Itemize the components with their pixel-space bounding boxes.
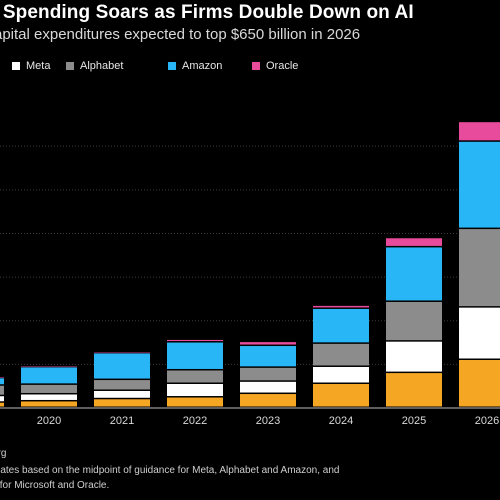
bar-segment-oracle-2019 [0, 377, 4, 378]
bar-segment-microsoft-2022 [167, 397, 223, 407]
legend-label-meta: Meta [26, 60, 51, 72]
bar-segment-oracle-2021 [94, 352, 150, 354]
bar-segment-amazon-2022 [167, 342, 223, 369]
bar-segment-alphabet-2019 [0, 385, 4, 395]
bar-segment-alphabet-2023 [240, 367, 296, 381]
bar-segment-meta-2022 [167, 384, 223, 397]
legend-label-alphabet: Alphabet [80, 60, 124, 72]
bar-segment-oracle-2022 [167, 339, 223, 342]
x-tick-label: 2026 [475, 415, 499, 427]
chart-legend: Meta Alphabet Amazon Oracle [0, 58, 500, 74]
bar-segment-amazon-2021 [94, 353, 150, 379]
chart-subtitle: apital expenditures expected to top $650… [0, 26, 361, 43]
stacked-bar-chart: 20192020202120222023202420252026 [0, 122, 500, 427]
bar-segment-microsoft-2025 [386, 373, 442, 407]
legend-label-amazon: Amazon [182, 60, 223, 72]
bar-segment-meta-2026 [459, 307, 500, 359]
legend-swatch-oracle [252, 62, 260, 70]
bar-segment-amazon-2024 [313, 308, 369, 343]
bar-segment-microsoft-2020 [21, 401, 77, 407]
legend-item-alphabet: Alphabet [66, 58, 123, 74]
bar-segment-alphabet-2026 [459, 229, 500, 307]
bar-segment-amazon-2019 [0, 378, 4, 385]
legend-item-amazon: Amazon [168, 58, 222, 74]
x-tick-label: 2022 [183, 415, 207, 427]
bar-segment-microsoft-2023 [240, 394, 296, 407]
bar-segment-meta-2024 [313, 366, 369, 383]
bar-segment-alphabet-2022 [167, 370, 223, 383]
chart-note-line-2: s for Microsoft and Oracle. [0, 480, 110, 491]
bar-segment-alphabet-2020 [21, 384, 77, 393]
bar-segment-meta-2020 [21, 394, 77, 400]
x-tick-label: 2023 [256, 415, 280, 427]
legend-swatch-meta [12, 62, 20, 70]
bar-segment-oracle-2020 [21, 366, 77, 368]
bar-segment-oracle-2025 [386, 238, 442, 246]
bar-segment-amazon-2025 [386, 247, 442, 301]
bar-segment-meta-2021 [94, 390, 150, 398]
bar-segment-alphabet-2024 [313, 343, 369, 366]
x-tick-label: 2020 [37, 415, 61, 427]
x-tick-label: 2021 [110, 415, 134, 427]
legend-item-microsoft [0, 58, 6, 74]
x-tick-label: 2024 [329, 415, 353, 427]
bar-segment-alphabet-2025 [386, 301, 442, 341]
bar-segment-meta-2023 [240, 381, 296, 393]
legend-swatch-amazon [168, 62, 176, 70]
bar-segment-microsoft-2019 [0, 402, 4, 407]
bar-segment-oracle-2026 [459, 122, 500, 141]
x-tick-label: 2025 [402, 415, 426, 427]
bar-segment-microsoft-2026 [459, 360, 500, 407]
bar-segment-meta-2025 [386, 341, 442, 372]
bar-segment-oracle-2023 [240, 342, 296, 345]
legend-item-meta: Meta [12, 58, 50, 74]
chart-note-line-1: mates based on the midpoint of guidance … [0, 465, 340, 476]
bar-segment-amazon-2020 [21, 367, 77, 384]
bar-segment-amazon-2026 [459, 141, 500, 228]
legend-swatch-alphabet [66, 62, 74, 70]
bar-segment-meta-2019 [0, 396, 4, 402]
chart-title: r Spending Soars as Firms Double Down on… [0, 2, 414, 23]
legend-label-oracle: Oracle [266, 60, 299, 72]
legend-item-oracle: Oracle [252, 58, 298, 74]
bar-segment-alphabet-2021 [94, 380, 150, 390]
chart-source: erg [0, 448, 7, 459]
bar-segment-microsoft-2024 [313, 384, 369, 407]
bar-segment-oracle-2024 [313, 305, 369, 308]
bar-segment-amazon-2023 [240, 346, 296, 367]
bar-segment-microsoft-2021 [94, 399, 150, 407]
